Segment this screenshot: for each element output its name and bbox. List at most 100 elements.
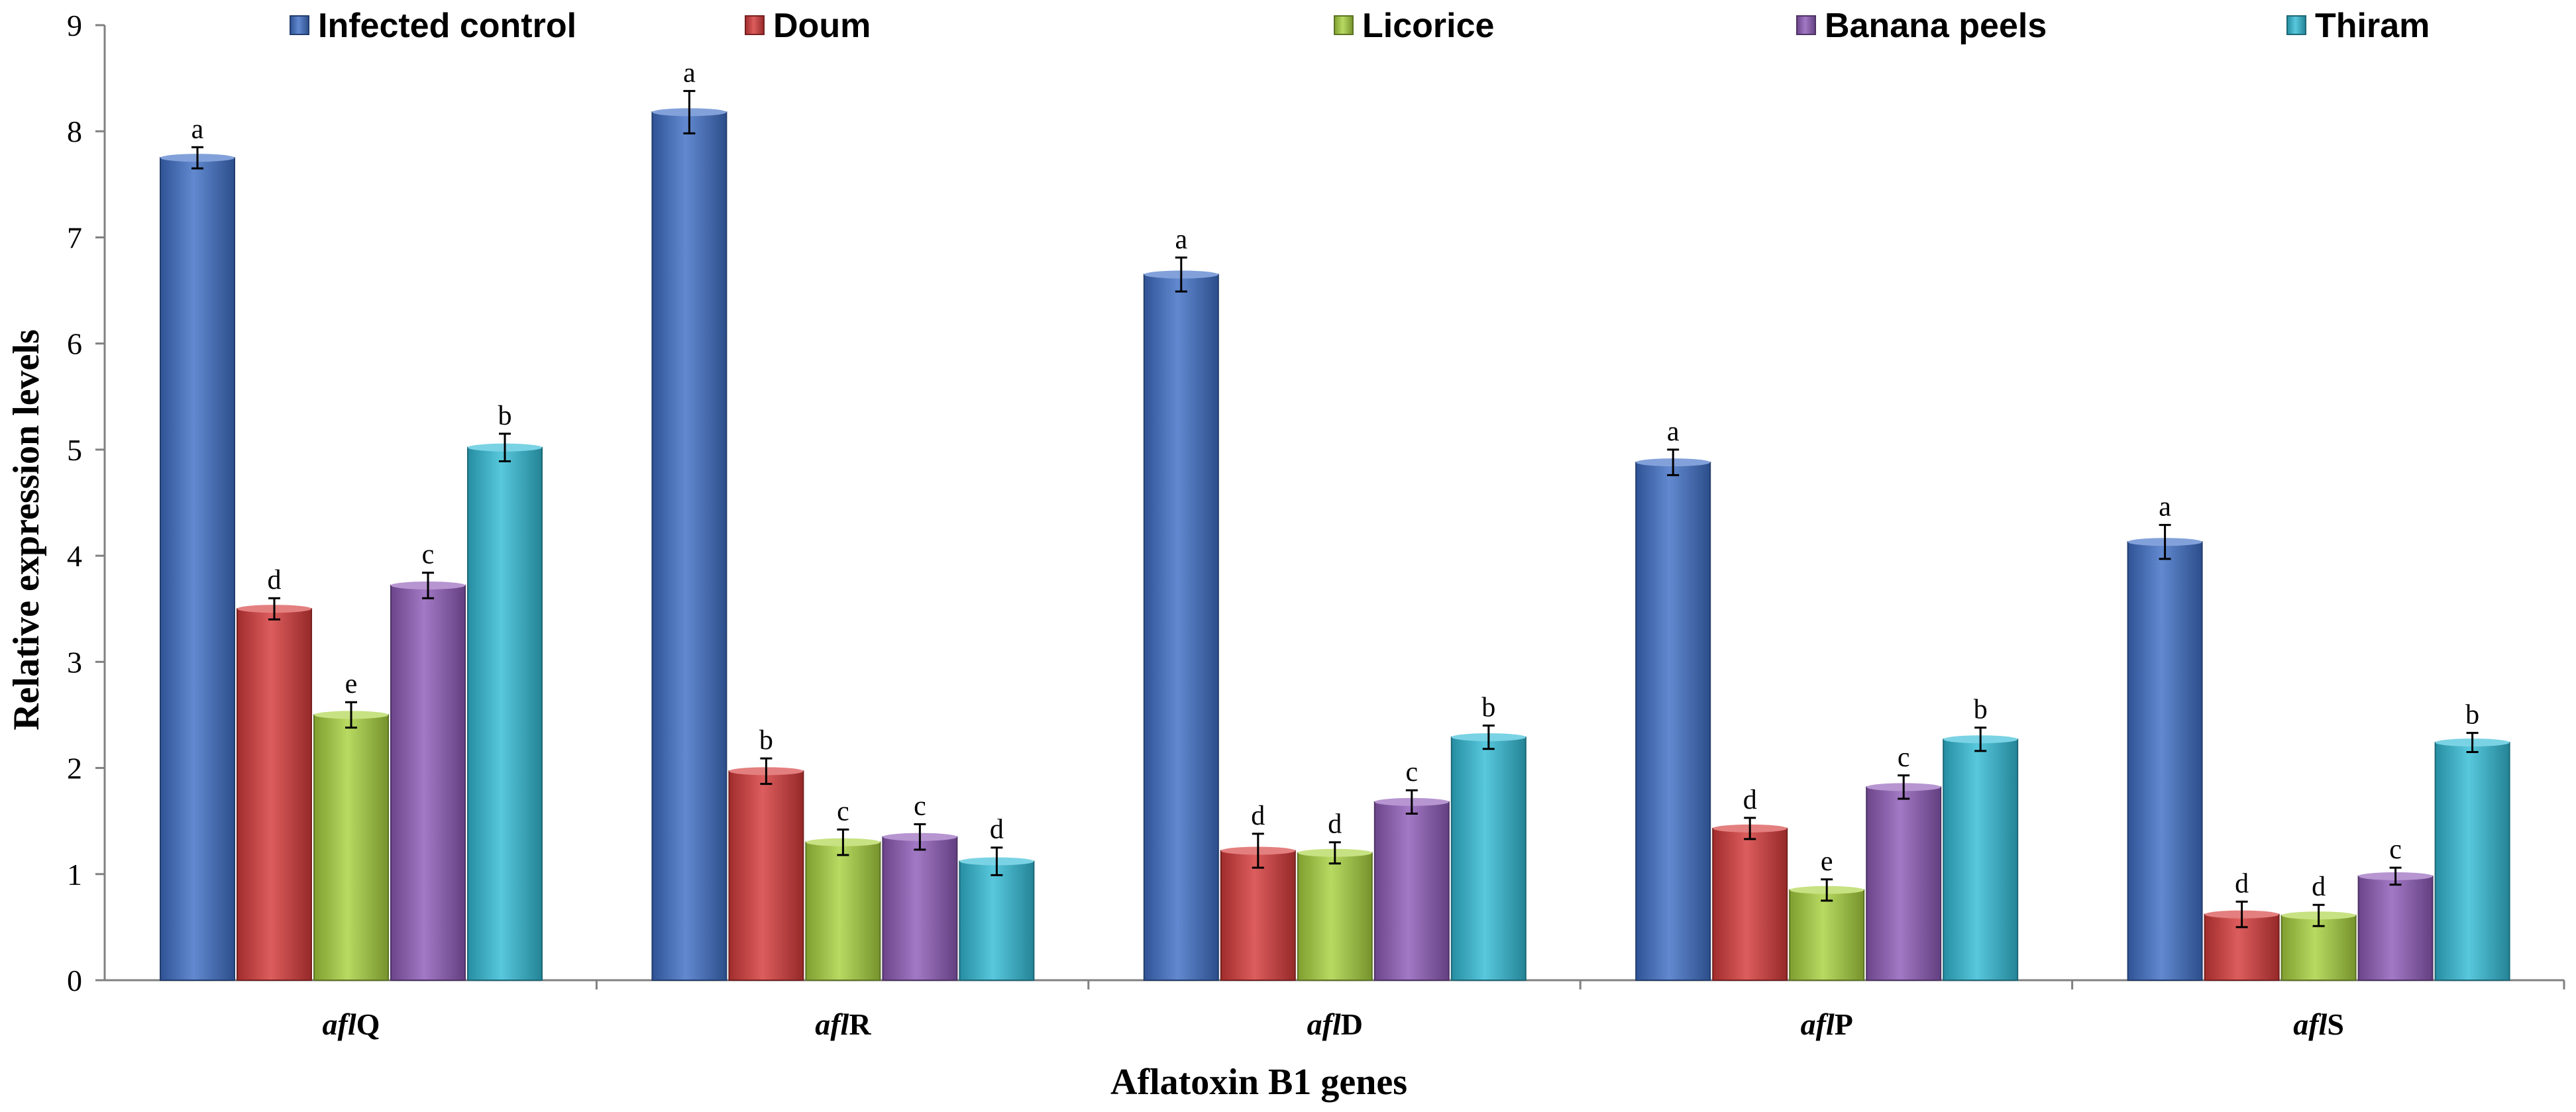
error-bar — [914, 823, 926, 851]
y-tick-label: 2 — [67, 752, 82, 785]
error-bar — [1482, 724, 1495, 750]
significance-letter: d — [2235, 868, 2249, 899]
error-bar — [1821, 878, 1833, 902]
significance-letter: b — [498, 401, 512, 431]
legend-label: Licorice — [1362, 7, 1494, 45]
error-bar — [268, 597, 280, 621]
bar-banana-peels-aflr — [882, 836, 958, 981]
labels: 0 1 2 3 4 5 6 7 8 9 aflQ a d e c b aflR a b c c d aflD a d d c b afl… — [67, 9, 2479, 1041]
error-bar — [2235, 900, 2248, 929]
significance-letter: c — [837, 796, 849, 827]
significance-letter: c — [1898, 742, 1910, 773]
significance-letter: b — [1481, 692, 1495, 723]
error-bar — [991, 846, 1003, 876]
bar-licorice-aflq — [313, 714, 389, 981]
bar-thiram-aflr — [959, 860, 1035, 982]
significance-letter: a — [1667, 417, 1680, 447]
y-tick-label: 7 — [67, 221, 82, 254]
bar-thiram-aflq — [467, 446, 543, 981]
legend: Infected control Doum Licorice Banana peels… — [290, 7, 2430, 45]
error-bar — [499, 432, 511, 463]
bar-banana-peels-afld — [1373, 801, 1450, 981]
legend-item-licorice: Licorice — [1334, 7, 1494, 45]
bar-thiram-aflp — [1943, 738, 2019, 981]
error-bar — [1252, 833, 1264, 869]
error-bar — [422, 572, 434, 599]
y-tick-label: 4 — [67, 539, 82, 573]
significance-letter: b — [759, 725, 773, 756]
bars — [160, 89, 2510, 982]
significance-letter: a — [683, 58, 696, 88]
y-tick-label: 6 — [67, 327, 82, 361]
significance-letter: a — [2159, 492, 2171, 523]
legend-label: Infected control — [318, 7, 576, 45]
significance-letter: d — [2312, 872, 2326, 902]
bar-banana-peels-aflp — [1866, 786, 1942, 981]
error-bar — [683, 89, 696, 134]
significance-letter: c — [2389, 834, 2402, 865]
significance-letter: d — [1743, 785, 1757, 815]
bar-banana-peels-afls — [2357, 875, 2434, 981]
bar-infected-control-aflq — [160, 157, 235, 981]
category-label: aflQ — [323, 1007, 380, 1041]
category-label: aflP — [1801, 1007, 1853, 1041]
bar-thiram-afls — [2434, 742, 2510, 981]
error-bar — [345, 701, 357, 729]
x-axis-title: Aflatoxin B1 genes — [1110, 1062, 1407, 1103]
significance-letter: e — [345, 669, 358, 699]
error-bar — [1667, 448, 1680, 476]
significance-letter: d — [268, 565, 282, 595]
y-tick-label: 1 — [67, 858, 82, 891]
legend-swatch — [1334, 15, 1354, 35]
category-label: aflD — [1307, 1007, 1363, 1041]
bar-infected-control-afld — [1143, 274, 1219, 981]
error-bar — [1744, 817, 1756, 840]
error-bar — [1974, 727, 1987, 752]
error-bar — [1898, 774, 1910, 800]
error-bar — [837, 828, 849, 856]
significance-letter: a — [1175, 225, 1187, 255]
error-bar — [1175, 256, 1187, 293]
error-bar — [2389, 866, 2402, 886]
bar-doum-aflp — [1712, 827, 1788, 981]
bar-banana-peels-aflq — [390, 584, 466, 981]
bar-infected-control-aflr — [651, 111, 727, 982]
significance-letter: b — [1974, 695, 1988, 725]
y-tick-label: 9 — [67, 9, 82, 42]
bar-doum-aflq — [237, 608, 312, 981]
legend-swatch — [290, 15, 309, 35]
y-tick-label: 0 — [67, 964, 82, 997]
significance-letter: a — [191, 114, 204, 144]
significance-letter: c — [422, 540, 435, 570]
error-bar — [1328, 841, 1341, 865]
legend-swatch — [2286, 15, 2306, 35]
y-tick-label: 5 — [67, 433, 82, 467]
bar-infected-control-afls — [2127, 541, 2203, 981]
y-tick-label: 8 — [67, 115, 82, 148]
legend-item-infected-control: Infected control — [290, 7, 576, 45]
bar-doum-aflr — [728, 770, 804, 981]
y-tick-label: 3 — [67, 645, 82, 679]
bar-licorice-aflp — [1789, 889, 1865, 982]
legend-swatch — [1796, 15, 1816, 35]
error-bar — [2466, 732, 2479, 754]
legend-item-banana-peels: Banana peels — [1796, 7, 2047, 45]
significance-letter: d — [990, 815, 1004, 845]
error-bar — [760, 757, 773, 785]
legend-item-thiram: Thiram — [2286, 7, 2430, 45]
legend-label: Thiram — [2315, 7, 2430, 45]
bar-licorice-aflr — [805, 841, 881, 981]
y-axis-title: Relative expression levels — [6, 329, 47, 731]
bar-doum-afld — [1220, 850, 1296, 982]
category-label: aflS — [2293, 1007, 2344, 1041]
bar-licorice-afld — [1297, 852, 1373, 981]
bar-thiram-afld — [1450, 736, 1527, 981]
legend-item-doum: Doum — [745, 7, 871, 45]
significance-letter: d — [1251, 801, 1265, 831]
error-bar — [2312, 903, 2325, 927]
error-bar — [1405, 789, 1418, 815]
bar-infected-control-aflp — [1635, 462, 1711, 981]
error-bar — [2159, 524, 2171, 560]
significance-letter: d — [1328, 809, 1342, 840]
